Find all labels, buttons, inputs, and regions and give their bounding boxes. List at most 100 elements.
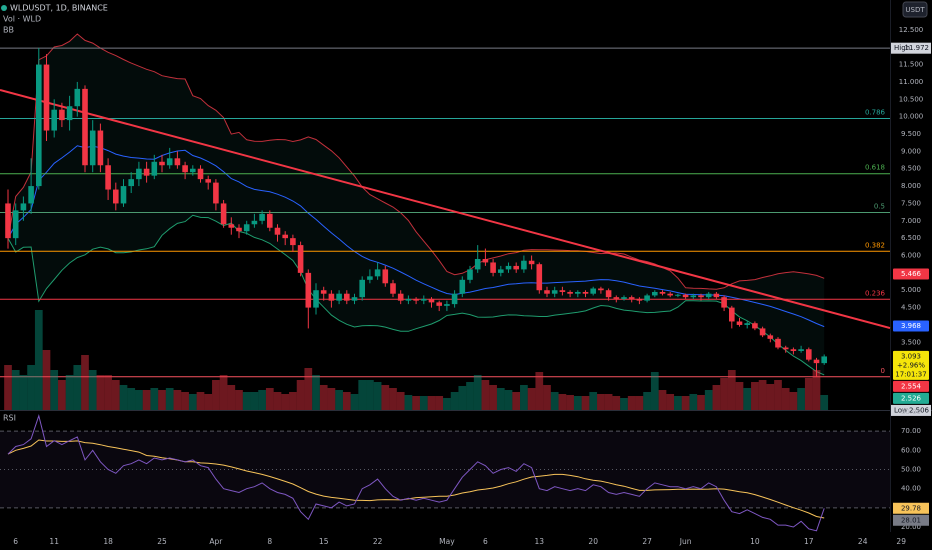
candle-body bbox=[590, 288, 596, 294]
volume-bar bbox=[458, 386, 467, 410]
y-tick-label: 9.500 bbox=[901, 130, 921, 138]
y-tick-label: 9.000 bbox=[901, 147, 921, 155]
candle-body bbox=[567, 291, 573, 294]
candle-body bbox=[59, 109, 65, 121]
volume-bar bbox=[304, 368, 313, 410]
volume-bar bbox=[550, 392, 559, 410]
y-tick-label: 7.000 bbox=[901, 217, 921, 225]
candle-body bbox=[220, 203, 227, 225]
candle-body bbox=[190, 168, 196, 173]
candle-body bbox=[752, 323, 758, 329]
x-tick-label: 11 bbox=[49, 537, 59, 546]
price-tag-text: +2.96% bbox=[897, 361, 925, 369]
candle-body bbox=[136, 168, 142, 180]
rsi-tag-text: 29.78 bbox=[901, 504, 921, 512]
currency-button[interactable] bbox=[902, 1, 928, 18]
volume-bar bbox=[789, 392, 798, 410]
x-tick-label: 17 bbox=[804, 537, 814, 546]
price-tag bbox=[893, 268, 929, 280]
candle-body bbox=[297, 245, 304, 273]
candle-body bbox=[598, 288, 604, 291]
y-tick-label: 3.500 bbox=[901, 338, 921, 346]
volume-bar bbox=[181, 392, 189, 410]
volume-bar bbox=[273, 392, 282, 410]
candle-body bbox=[729, 307, 735, 322]
candle-body bbox=[328, 293, 335, 301]
low-tag-title: Low bbox=[894, 406, 908, 414]
volume-bar bbox=[165, 388, 174, 410]
high-tag-title: High bbox=[894, 44, 910, 52]
candle-body bbox=[105, 165, 111, 190]
currency-label[interactable]: USDT bbox=[905, 6, 925, 14]
y-tick-label: 8.000 bbox=[901, 182, 921, 190]
fib-label: 0 bbox=[881, 367, 885, 375]
y-tick-label: 11.000 bbox=[899, 78, 924, 86]
y-tick-label: 6.500 bbox=[901, 234, 921, 242]
candle-body bbox=[705, 293, 712, 298]
volume-bar bbox=[412, 396, 420, 410]
candle-body bbox=[652, 291, 658, 296]
volume-bar bbox=[250, 392, 259, 410]
fib-label: 0.382 bbox=[865, 241, 885, 249]
volume-bar bbox=[473, 375, 482, 410]
candle-body bbox=[798, 349, 804, 351]
volume-bar bbox=[389, 388, 397, 410]
x-tick-label: 15 bbox=[319, 537, 329, 546]
volume-bar bbox=[265, 388, 274, 410]
y-tick-label: 5.000 bbox=[901, 286, 921, 294]
candle-body bbox=[482, 258, 489, 263]
candle-body bbox=[551, 290, 558, 294]
candle-body bbox=[28, 186, 34, 204]
candle-body bbox=[320, 290, 327, 294]
candle-body bbox=[174, 158, 181, 166]
volume-bar bbox=[674, 396, 682, 410]
volume-bar bbox=[751, 382, 759, 410]
y-tick-label: 12.500 bbox=[899, 26, 924, 34]
fib-label: 0.786 bbox=[865, 109, 886, 117]
y-tick-label: 8.500 bbox=[901, 165, 921, 173]
candle-body bbox=[467, 269, 473, 280]
candle-body bbox=[736, 321, 743, 325]
candle-body bbox=[159, 161, 165, 166]
volume-bar bbox=[235, 390, 243, 410]
candle-body bbox=[528, 260, 535, 265]
candle-body bbox=[721, 297, 727, 308]
volume-bar bbox=[766, 384, 775, 410]
volume-bar bbox=[720, 378, 728, 410]
volume-bar bbox=[489, 385, 497, 410]
volume-bar bbox=[188, 394, 197, 410]
volume-bar bbox=[581, 396, 590, 410]
high-tag-value: 11.972 bbox=[905, 44, 930, 52]
volume-bar bbox=[319, 385, 328, 410]
bb-lower bbox=[7, 214, 825, 376]
y-tick-label: 7.500 bbox=[901, 199, 921, 207]
candle-body bbox=[444, 304, 450, 306]
volume-bar bbox=[42, 350, 51, 410]
candle-body bbox=[359, 279, 365, 298]
volume-bar bbox=[604, 394, 613, 410]
y-tick-label: 10.500 bbox=[899, 95, 924, 103]
volume-bar bbox=[96, 375, 105, 410]
candle-body bbox=[82, 88, 88, 166]
volume-bar bbox=[258, 390, 266, 410]
candle-body bbox=[421, 298, 427, 301]
candle-body bbox=[821, 356, 827, 364]
volume-bar bbox=[689, 394, 698, 410]
candle-body bbox=[66, 106, 73, 121]
volume-bar bbox=[573, 396, 582, 410]
x-tick-label: 6 bbox=[13, 537, 18, 546]
candle-body bbox=[459, 279, 466, 294]
price-tag-text: 5.466 bbox=[901, 270, 922, 278]
volume-bar bbox=[204, 394, 213, 410]
volume-bar bbox=[812, 370, 821, 410]
volume-bar bbox=[774, 380, 782, 410]
candle-body bbox=[120, 186, 127, 204]
candle-body bbox=[228, 224, 235, 228]
x-tick-label: 20 bbox=[588, 537, 598, 546]
volume-bar bbox=[242, 392, 251, 410]
rsi-tick-label: 40.00 bbox=[901, 485, 921, 493]
fib-label: 0.5 bbox=[874, 202, 885, 210]
candle-body bbox=[544, 290, 550, 294]
volume-bar bbox=[88, 370, 97, 410]
candle-body bbox=[436, 302, 442, 306]
